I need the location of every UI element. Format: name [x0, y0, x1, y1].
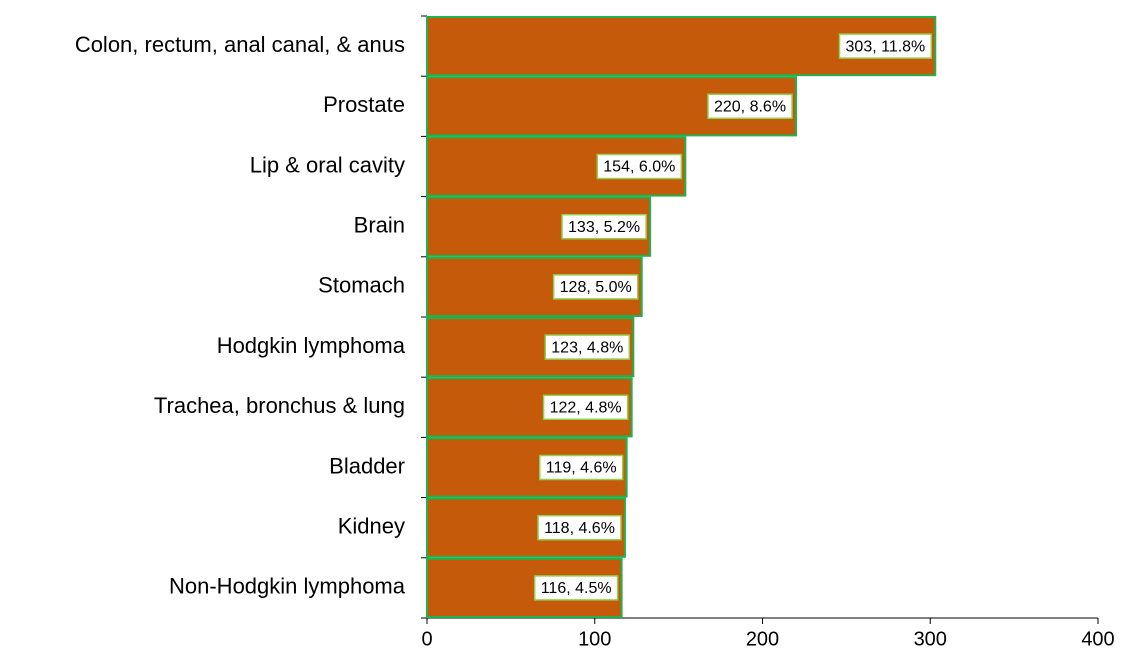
y-tick-label: Stomach [318, 273, 405, 298]
value-label-box [533, 575, 619, 601]
value-label: 133, 5.2% [568, 219, 640, 236]
value-label: 118, 4.6% [544, 520, 615, 537]
y-tick-label: Hodgkin lymphoma [217, 333, 406, 358]
value-label-box [596, 153, 683, 180]
value-label: 116, 4.5% [541, 580, 612, 597]
value-label: 220, 8.6% [714, 99, 786, 116]
y-tick-label: Brain [354, 213, 405, 238]
value-label: 154, 6.0% [603, 159, 675, 176]
bar [426, 76, 798, 137]
value-label-box [538, 454, 624, 481]
y-tick-label: Colon, rectum, anal canal, & anus [75, 32, 405, 57]
x-tick-label: 400 [1081, 628, 1114, 650]
bar [426, 256, 643, 317]
x-tick-label: 0 [421, 628, 432, 650]
y-tick-label: Prostate [323, 92, 405, 117]
value-label: 119, 4.6% [546, 460, 617, 477]
y-tick-label: Lip & oral cavity [250, 152, 405, 177]
value-label: 303, 11.8% [846, 38, 926, 55]
value-label-box [544, 334, 631, 360]
value-label-box [542, 394, 629, 421]
value-label: 122, 4.8% [550, 400, 622, 417]
x-tick-label: 200 [746, 628, 779, 650]
x-tick-label: 300 [914, 628, 947, 650]
value-label-box [537, 514, 622, 541]
value-label: 123, 4.8% [551, 339, 623, 356]
x-tick-label: 100 [578, 628, 611, 650]
y-tick-label: Kidney [338, 514, 405, 539]
y-tick-label: Non-Hodgkin lymphoma [169, 574, 406, 599]
y-tick-label: Trachea, bronchus & lung [154, 393, 405, 418]
value-label-box [561, 213, 647, 240]
value-label-box [707, 93, 793, 120]
value-label-box [552, 274, 639, 300]
value-label: 128, 5.0% [560, 279, 632, 296]
value-label-box [838, 33, 933, 59]
y-tick-label: Bladder [329, 453, 405, 478]
